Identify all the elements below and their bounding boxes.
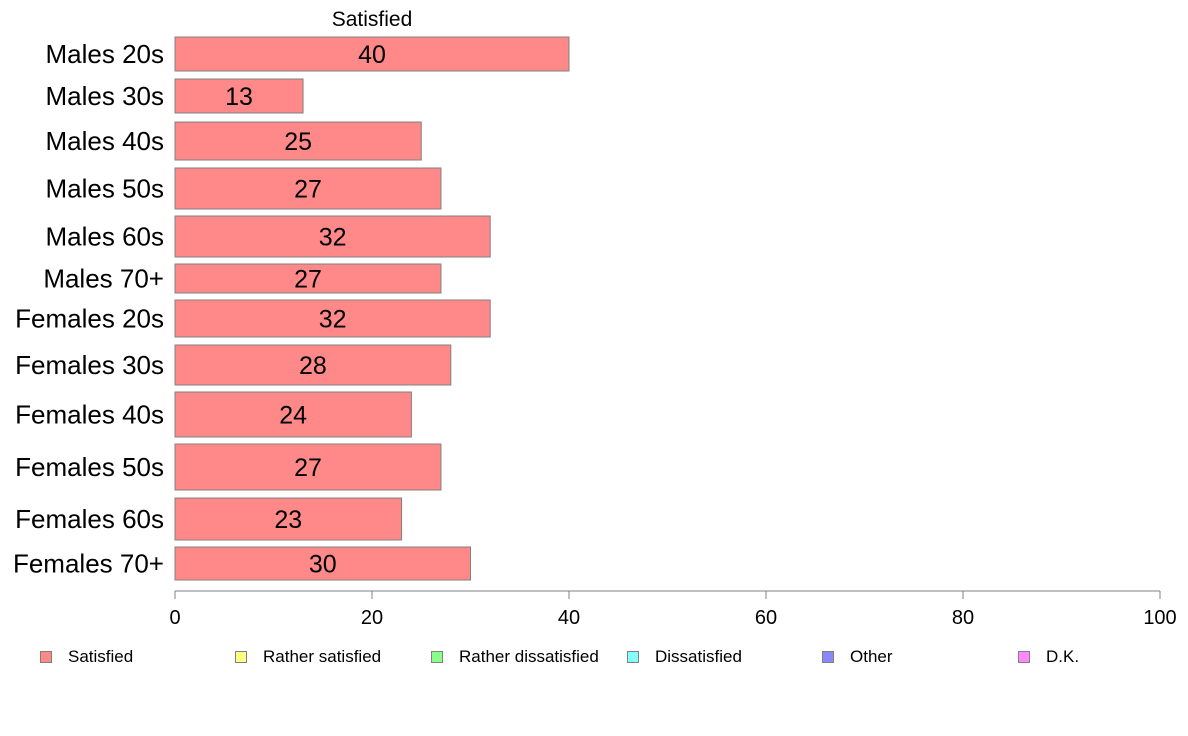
bar bbox=[174, 263, 442, 294]
bar bbox=[174, 36, 570, 72]
legend: Satisfied Rather satisfied Rather dissatis… bbox=[0, 645, 1188, 669]
bar-value-label: 32 bbox=[319, 306, 347, 334]
x-tick-label: 100 bbox=[1143, 607, 1176, 629]
category-label: Females 40s bbox=[15, 400, 164, 430]
legend-swatch bbox=[431, 651, 443, 663]
bar bbox=[174, 391, 412, 438]
bar-value-label: 25 bbox=[284, 128, 312, 156]
category-label: Males 60s bbox=[46, 222, 165, 252]
legend-label: Dissatisfied bbox=[655, 647, 742, 666]
category-label: Females 20s bbox=[15, 304, 164, 334]
legend-item: Dissatisfied bbox=[627, 645, 742, 669]
bar bbox=[174, 299, 491, 338]
legend-item: Satisfied bbox=[40, 645, 133, 669]
bar-value-label: 30 bbox=[309, 551, 337, 579]
legend-swatch bbox=[40, 651, 52, 663]
legend-label: Satisfied bbox=[68, 647, 134, 666]
legend-swatch bbox=[1018, 651, 1030, 663]
bar-value-label: 13 bbox=[225, 83, 253, 111]
x-axis: 0 20 40 60 80 100 bbox=[169, 590, 1177, 629]
bar-value-label: 24 bbox=[279, 402, 307, 430]
category-label: Females 50s bbox=[15, 452, 164, 482]
bar bbox=[174, 121, 422, 161]
category-label: Males 70+ bbox=[43, 264, 164, 294]
bars-group: Males 20s 40 Males 30s 13 Males 40s 25 Males 5… bbox=[13, 36, 570, 581]
bar bbox=[174, 344, 452, 386]
legend-swatch bbox=[822, 651, 834, 663]
category-label: Males 20s bbox=[46, 39, 165, 69]
bar-value-label: 27 bbox=[294, 266, 322, 294]
legend-label: Rather dissatisfied bbox=[459, 647, 599, 666]
bar bbox=[174, 443, 442, 491]
bar-value-label: 32 bbox=[319, 224, 347, 252]
category-label: Females 30s bbox=[15, 350, 164, 380]
category-label: Males 50s bbox=[46, 174, 165, 204]
x-tick-label: 40 bbox=[558, 607, 580, 629]
bar-value-label: 27 bbox=[294, 454, 322, 482]
bar bbox=[174, 546, 471, 581]
legend-label: D.K. bbox=[1046, 647, 1080, 666]
bar bbox=[174, 78, 304, 114]
legend-swatch bbox=[627, 651, 639, 663]
category-label: Males 30s bbox=[46, 81, 165, 111]
x-tick-label: 0 bbox=[169, 607, 180, 629]
bar bbox=[174, 497, 403, 541]
bar-value-label: 23 bbox=[274, 506, 302, 534]
x-tick-label: 80 bbox=[952, 607, 974, 629]
legend-swatch bbox=[235, 651, 247, 663]
category-label: Males 40s bbox=[46, 126, 165, 156]
legend-item: Rather satisfied bbox=[235, 645, 381, 669]
category-label: Females 60s bbox=[15, 504, 164, 534]
x-tick-label: 60 bbox=[755, 607, 777, 629]
category-label: Females 70+ bbox=[13, 549, 164, 579]
bar bbox=[174, 215, 491, 258]
panel-title: Satisfied bbox=[332, 8, 413, 31]
bar bbox=[174, 167, 442, 210]
bar-value-label: 40 bbox=[358, 41, 386, 69]
legend-item: Other bbox=[822, 645, 893, 669]
legend-item: D.K. bbox=[1018, 645, 1079, 669]
x-tick-label: 20 bbox=[361, 607, 383, 629]
legend-label: Rather satisfied bbox=[263, 647, 382, 666]
legend-label: Other bbox=[850, 647, 893, 666]
bar-value-label: 28 bbox=[299, 352, 327, 380]
bar-value-label: 27 bbox=[294, 176, 322, 204]
bar-chart: Satisfied Males 20s 40 Males 30s 13 Males 40… bbox=[13, 8, 1177, 629]
legend-item: Rather dissatisfied bbox=[431, 645, 599, 669]
